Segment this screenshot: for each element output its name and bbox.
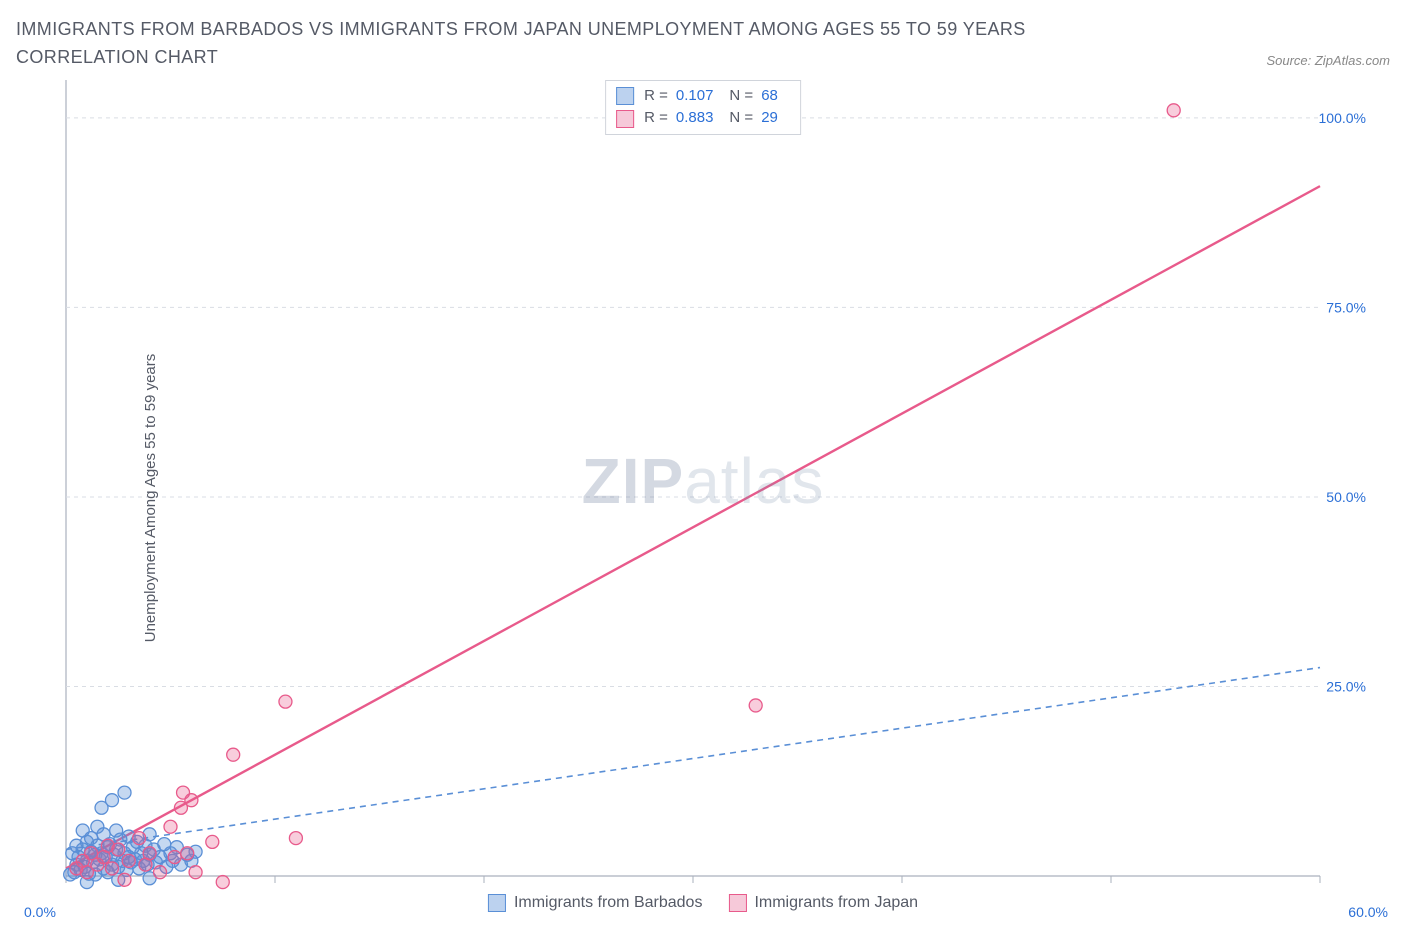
chart-title: IMMIGRANTS FROM BARBADOS VS IMMIGRANTS F… xyxy=(16,16,1116,72)
legend-label-japan: Immigrants from Japan xyxy=(754,894,918,912)
swatch-japan-icon xyxy=(728,894,746,912)
stats-row-barbados: R = 0.107 N = 68 xyxy=(616,85,786,108)
x-axis-min-label: 0.0% xyxy=(24,904,56,920)
source-label: Source: ZipAtlas.com xyxy=(1266,53,1390,72)
stats-legend: R = 0.107 N = 68 R = 0.883 N = 29 xyxy=(605,80,801,135)
svg-text:50.0%: 50.0% xyxy=(1326,489,1366,505)
n-value-barbados: 68 xyxy=(761,85,778,108)
legend-item-japan: Immigrants from Japan xyxy=(728,894,918,912)
n-value-japan: 29 xyxy=(761,107,778,130)
header: IMMIGRANTS FROM BARBADOS VS IMMIGRANTS F… xyxy=(16,16,1390,72)
scatter-plot-svg: 25.0% 50.0% 75.0% 100.0% xyxy=(16,78,1390,918)
svg-text:25.0%: 25.0% xyxy=(1326,678,1366,694)
r-value-barbados: 0.107 xyxy=(676,85,714,108)
x-axis-max-label: 60.0% xyxy=(1348,904,1388,920)
legend-label-barbados: Immigrants from Barbados xyxy=(514,894,703,912)
y-axis-label: Unemployment Among Ages 55 to 59 years xyxy=(142,354,159,643)
legend-item-barbados: Immigrants from Barbados xyxy=(488,894,703,912)
series-legend: Immigrants from Barbados Immigrants from… xyxy=(488,894,918,912)
svg-text:100.0%: 100.0% xyxy=(1319,110,1366,126)
svg-text:75.0%: 75.0% xyxy=(1326,299,1366,315)
swatch-barbados xyxy=(616,87,634,105)
stats-row-japan: R = 0.883 N = 29 xyxy=(616,107,786,130)
swatch-japan xyxy=(616,110,634,128)
swatch-barbados-icon xyxy=(488,894,506,912)
chart-area: Unemployment Among Ages 55 to 59 years Z… xyxy=(16,78,1390,918)
r-value-japan: 0.883 xyxy=(676,107,714,130)
